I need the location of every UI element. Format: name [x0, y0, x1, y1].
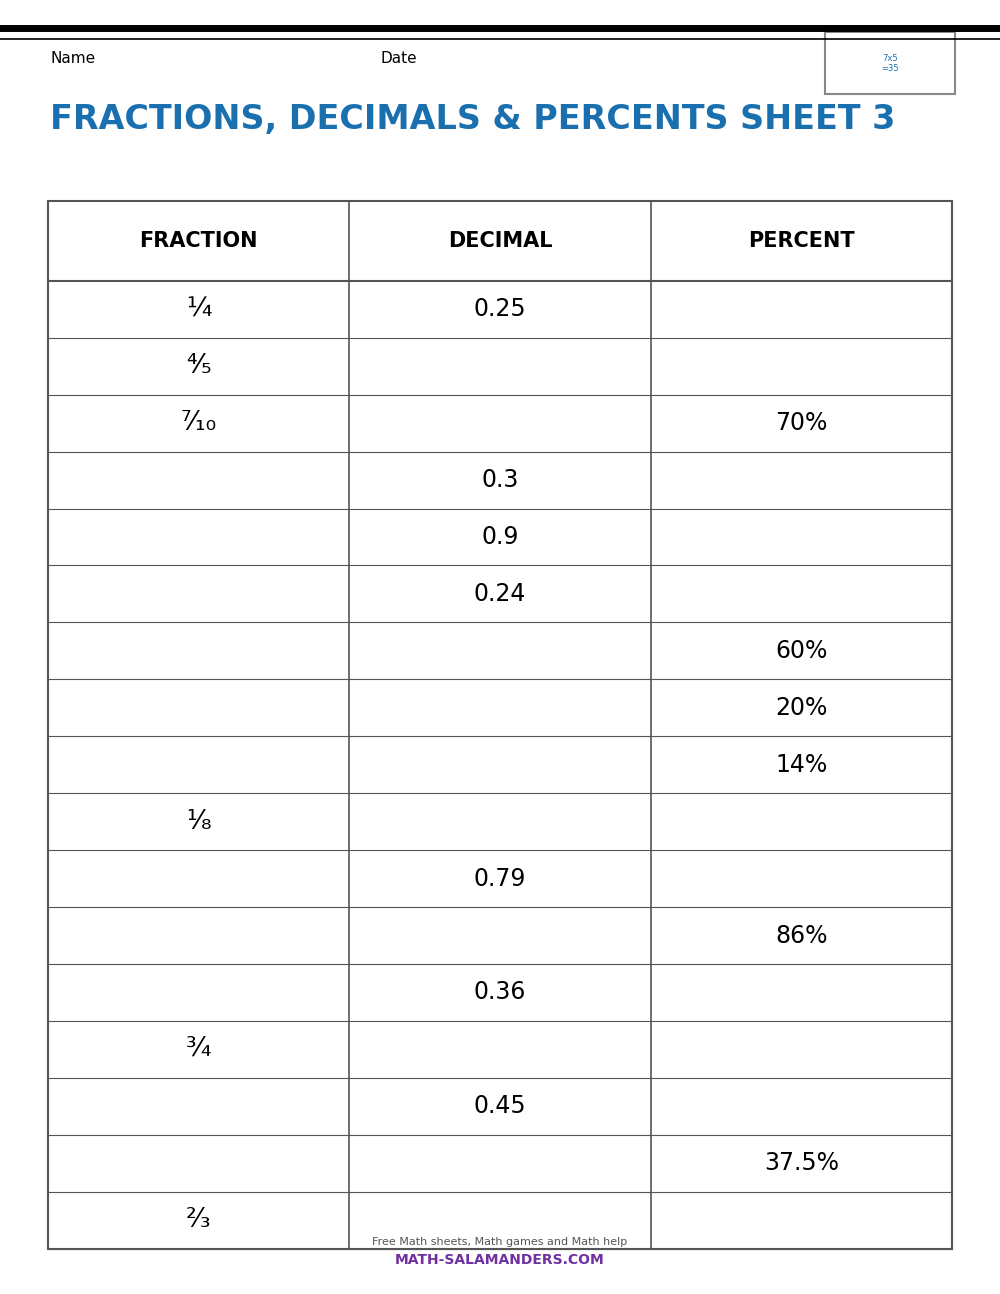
Text: MATH-SALAMANDERS.COM: MATH-SALAMANDERS.COM — [395, 1254, 605, 1267]
Text: 0.79: 0.79 — [474, 867, 526, 890]
Text: DECIMAL: DECIMAL — [448, 230, 552, 251]
Text: 0.9: 0.9 — [481, 525, 519, 549]
Text: 0.25: 0.25 — [474, 298, 526, 321]
Text: 20%: 20% — [775, 696, 828, 719]
Text: ¾: ¾ — [186, 1036, 211, 1062]
Text: 0.36: 0.36 — [474, 981, 526, 1004]
Text: 60%: 60% — [775, 639, 828, 663]
Text: ¼: ¼ — [186, 296, 211, 322]
Bar — [48, 201, 952, 1249]
Text: FRACTIONS, DECIMALS & PERCENTS SHEET 3: FRACTIONS, DECIMALS & PERCENTS SHEET 3 — [50, 102, 895, 136]
Text: Date: Date — [380, 50, 417, 66]
Text: ⁴⁄₅: ⁴⁄₅ — [186, 353, 211, 379]
Text: 86%: 86% — [775, 924, 828, 947]
Text: 0.3: 0.3 — [481, 468, 519, 492]
Text: FRACTION: FRACTION — [139, 230, 258, 251]
Text: PERCENT: PERCENT — [748, 230, 855, 251]
Text: 70%: 70% — [775, 411, 828, 435]
Text: 7x5
=35: 7x5 =35 — [881, 54, 899, 72]
Text: 0.45: 0.45 — [474, 1095, 526, 1118]
Text: 14%: 14% — [775, 753, 827, 776]
Text: Free Math sheets, Math games and Math help: Free Math sheets, Math games and Math he… — [372, 1237, 628, 1247]
Text: ¹⁄₈: ¹⁄₈ — [186, 809, 211, 835]
Text: ⁷⁄₁₀: ⁷⁄₁₀ — [181, 410, 217, 436]
Bar — [825, 32, 955, 94]
Text: ²⁄₃: ²⁄₃ — [186, 1207, 211, 1233]
Text: 37.5%: 37.5% — [764, 1152, 839, 1175]
Text: Name: Name — [50, 50, 95, 66]
Text: 0.24: 0.24 — [474, 582, 526, 606]
